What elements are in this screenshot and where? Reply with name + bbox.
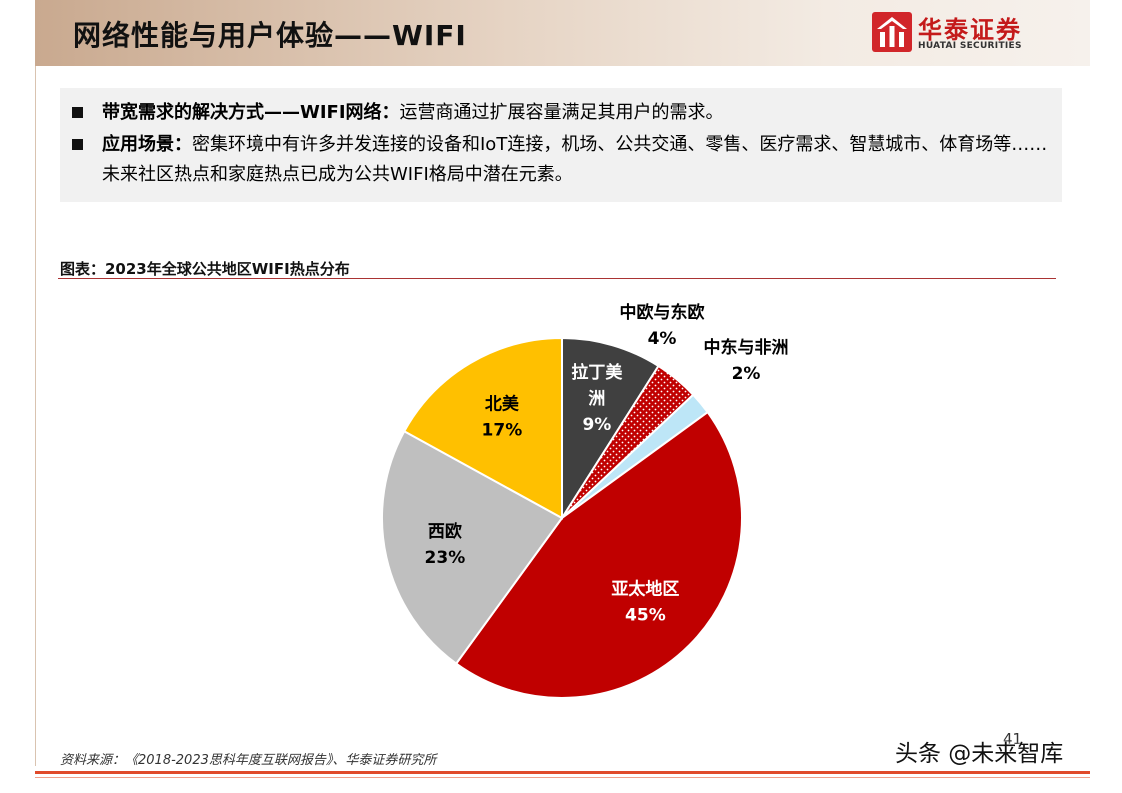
header-bar: 网络性能与用户体验——WIFI 华泰证券 HUATAI SECURITIES bbox=[35, 0, 1090, 66]
bullet-text: 密集环境中有许多并发连接的设备和IoT连接，机场、公共交通、零售、医疗需求、智慧… bbox=[102, 134, 1048, 185]
bullet-label: 应用场景： bbox=[102, 134, 192, 155]
left-margin-rule bbox=[35, 66, 36, 766]
source-note: 资料来源：《2018-2023思科年度互联网报告》、华泰证券研究所 bbox=[60, 753, 437, 768]
page-number: 41 bbox=[1003, 730, 1023, 748]
pie-slice-name-label: 西欧 bbox=[428, 521, 462, 542]
summary-box: 带宽需求的解决方式——WIFI网络：运营商通过扩展容量满足其用户的需求。 应用场… bbox=[60, 88, 1062, 202]
pie-slice-name-label: 亚太地区 bbox=[611, 578, 679, 599]
figure-title-rule bbox=[58, 278, 1056, 279]
logo-name-cn: 华泰证券 bbox=[918, 16, 1022, 44]
pie-slice-name-label: 中东与非洲 bbox=[704, 337, 789, 358]
pie-slice bbox=[561, 336, 660, 522]
bullet-text: 运营商通过扩展容量满足其用户的需求。 bbox=[399, 102, 724, 123]
footer-rule-thin bbox=[35, 777, 1090, 778]
pie-slice-percent-label: 23% bbox=[425, 548, 466, 568]
pie-slice-percent-label: 45% bbox=[625, 605, 666, 625]
pie-slice-percent-label: 4% bbox=[648, 329, 677, 349]
pie-slice-name-label: 中欧与东欧 bbox=[620, 302, 705, 323]
pie-slice-name-label: 北美 bbox=[485, 393, 520, 414]
pie-slice bbox=[381, 429, 564, 666]
pie-slice-name-label: 洲 bbox=[588, 389, 605, 409]
bullet-label: 带宽需求的解决方式——WIFI网络： bbox=[102, 102, 400, 123]
bullet-square-icon bbox=[72, 107, 83, 118]
pie-slice-percent-label: 9% bbox=[582, 415, 611, 435]
watermark-text: 头条 @未来智库 bbox=[895, 741, 1064, 767]
pie-slice bbox=[454, 410, 743, 699]
pie-slice-percent-label: 17% bbox=[482, 420, 523, 440]
footer-rule bbox=[35, 771, 1090, 774]
huatai-logo-icon bbox=[872, 12, 912, 52]
bullet-square-icon bbox=[72, 139, 83, 150]
pie-slice-name-label: 拉丁美 bbox=[571, 362, 623, 383]
company-logo: 华泰证券 HUATAI SECURITIES bbox=[872, 10, 1062, 56]
logo-name-en: HUATAI SECURITIES bbox=[918, 41, 1022, 51]
figure-title: 图表：2023年全球公共地区WIFI热点分布 bbox=[60, 260, 350, 278]
pie-slice bbox=[402, 336, 563, 520]
pie-slice-percent-label: 2% bbox=[732, 364, 761, 384]
page-title: 网络性能与用户体验——WIFI bbox=[73, 19, 467, 52]
